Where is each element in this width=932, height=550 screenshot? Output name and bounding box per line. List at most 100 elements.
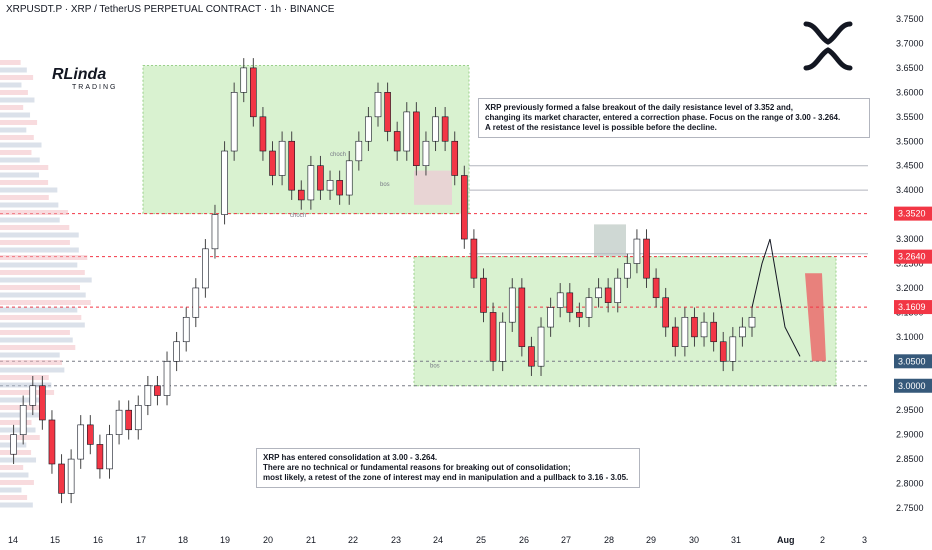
candle-body-49 (470, 238, 478, 279)
candle-body-58 (556, 292, 564, 308)
candle-body-1 (10, 434, 17, 455)
candle-body-67 (643, 238, 650, 279)
candle-body-41 (393, 131, 401, 152)
x-tick-3: 17 (136, 535, 146, 545)
candle-body-74 (710, 321, 717, 343)
volume-bar-13 (0, 157, 40, 163)
zone-poi-block (594, 224, 626, 257)
volume-bar-24 (0, 240, 70, 245)
volume-bar-28 (0, 270, 85, 275)
volume-bar-37 (0, 337, 73, 343)
volume-bar-14 (0, 165, 49, 170)
volume-bar-31 (0, 292, 86, 298)
volume-bar-50 (0, 435, 40, 440)
candle-body-76 (729, 336, 737, 362)
volume-bar-16 (0, 180, 49, 185)
candle-body-55 (528, 346, 535, 367)
candle-body-4 (39, 385, 46, 421)
candle-body-15 (144, 385, 152, 406)
y-tick-5: 3.5000 (896, 136, 924, 146)
choch-label-2: choch (290, 213, 306, 219)
volume-bar-34 (0, 315, 82, 320)
candle-body-30 (288, 140, 295, 191)
volume-bar-35 (0, 322, 85, 328)
volume-bar-53 (0, 457, 37, 463)
candle-body-53 (508, 287, 516, 323)
volume-bar-56 (0, 480, 34, 485)
y-tick-11: 3.2000 (896, 283, 924, 293)
volume-bar-59 (0, 502, 33, 508)
x-tick-6: 20 (263, 535, 273, 545)
price-label-bg-4 (894, 378, 932, 393)
x-tick-4: 18 (178, 535, 188, 545)
volume-bar-40 (0, 360, 63, 365)
candle-body-47 (451, 140, 459, 176)
volume-bar-25 (0, 247, 79, 253)
candle-body-51 (489, 312, 497, 362)
candle-body-3 (29, 385, 37, 406)
bos-label-2: bos (430, 364, 440, 370)
candle-body-28 (269, 150, 276, 176)
y-tick-2: 3.6500 (896, 63, 924, 73)
y-tick-20: 2.7500 (896, 503, 924, 513)
volume-bar-22 (0, 225, 70, 230)
volume-bar-41 (0, 367, 65, 373)
candle-body-45 (432, 116, 439, 142)
candle-body-57 (547, 307, 554, 328)
x-tick-19: 2 (820, 535, 825, 545)
candle-body-68 (652, 277, 660, 299)
y-tick-18: 2.8500 (896, 454, 924, 464)
logo-sub-text: TRADING (72, 84, 118, 91)
candle-body-62 (595, 287, 602, 299)
candle-body-22 (211, 214, 219, 250)
x-tick-7: 21 (306, 535, 316, 545)
y-axis-bg (868, 0, 932, 530)
candle-body-52 (499, 321, 506, 362)
candle-body-64 (614, 277, 622, 303)
candle-body-63 (604, 287, 612, 303)
volume-bar-21 (0, 217, 60, 223)
candle-body-77 (739, 326, 746, 338)
price-label-bg-2 (894, 300, 932, 315)
x-tick-17: 31 (731, 535, 741, 545)
volume-bar-18 (0, 195, 49, 200)
callout-top-line-3: A retest of the resistance level is poss… (485, 123, 717, 132)
volume-bar-19 (0, 202, 59, 208)
volume-bar-36 (0, 330, 70, 335)
volume-bar-7 (0, 112, 31, 118)
candle-body-29 (278, 140, 286, 176)
x-tick-5: 19 (220, 535, 230, 545)
candle-body-25 (240, 67, 248, 93)
price-label-1: 3.2640 (898, 252, 926, 262)
volume-bar-26 (0, 255, 88, 260)
candle-body-21 (202, 248, 209, 289)
x-tick-10: 24 (433, 535, 443, 545)
candle-body-9 (87, 424, 94, 445)
candle-body-37 (355, 140, 363, 162)
candle-body-13 (125, 409, 132, 431)
callout-bottom-line-1: XRP has entered consolidation at 3.00 - … (263, 453, 438, 462)
candle-body-6 (58, 463, 65, 494)
candle-body-70 (671, 326, 679, 347)
x-tick-11: 25 (476, 535, 486, 545)
candle-body-20 (192, 287, 200, 318)
y-tick-4: 3.5500 (896, 112, 924, 122)
volume-bar-15 (0, 172, 40, 178)
candle-body-66 (633, 238, 641, 264)
candle-body-65 (624, 263, 631, 279)
candle-body-10 (96, 444, 104, 470)
volume-bar-20 (0, 210, 69, 215)
volume-bar-27 (0, 262, 78, 268)
volume-bar-33 (0, 307, 78, 313)
y-tick-17: 2.9000 (896, 430, 924, 440)
volume-bar-49 (0, 427, 36, 433)
price-label-0: 3.3520 (898, 209, 926, 219)
volume-bar-55 (0, 472, 29, 478)
candle-body-34 (326, 180, 334, 191)
candle-body-43 (413, 111, 420, 167)
candle-body-48 (461, 175, 468, 240)
candle-body-54 (518, 287, 526, 347)
y-tick-9: 3.3000 (896, 234, 924, 244)
